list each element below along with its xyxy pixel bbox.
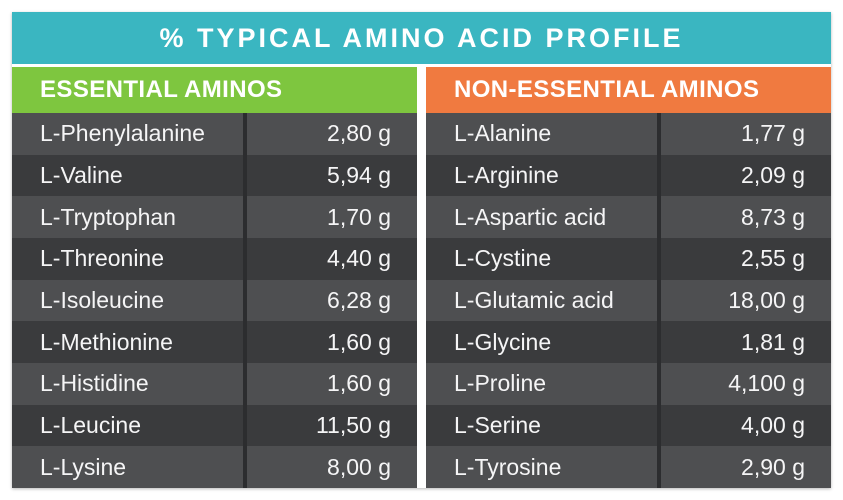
- table-row: L-Valine 5,94 g: [12, 154, 417, 197]
- amino-value: 8,00 g: [242, 446, 417, 489]
- table-row: L-Isoleucine 6,28 g: [12, 279, 417, 322]
- non-essential-aminos-rows: L-Alanine 1,77 g L-Arginine 2,09 g L-Asparti…: [426, 113, 831, 489]
- amino-name: L-Phenylalanine: [40, 120, 205, 147]
- amino-name: L-Methionine: [40, 328, 173, 355]
- amino-name: L-Leucine: [40, 412, 142, 439]
- amino-name: L-Threonine: [40, 245, 165, 272]
- table-row: L-Lysine 8,00 g: [12, 446, 417, 489]
- amino-value: 1,77 g: [656, 113, 831, 155]
- amino-value: 18,00 g: [656, 279, 831, 322]
- table-row: L-Proline 4,100 g: [426, 363, 831, 405]
- table-row: L-Threonine 4,40 g: [12, 238, 417, 280]
- table-row: L-Tryptophan 1,70 g: [12, 196, 417, 239]
- page-title: % TYPICAL AMINO ACID PROFILE: [159, 22, 684, 53]
- non-essential-aminos-table: NON-ESSENTIAL AMINOS L-Alanine 1,77 g L-Ar…: [426, 67, 831, 489]
- amino-value: 1,70 g: [242, 196, 417, 239]
- amino-name: L-Lysine: [40, 453, 127, 480]
- table-row: L-Tyrosine 2,90 g: [426, 446, 831, 489]
- amino-name: L-Serine: [454, 412, 541, 439]
- table-row: L-Cystine 2,55 g: [426, 238, 831, 280]
- amino-value: 1,81 g: [656, 321, 831, 364]
- amino-name: L-Tyrosine: [454, 453, 562, 480]
- amino-name: L-Alanine: [454, 120, 552, 147]
- essential-aminos-table: ESSENTIAL AMINOS L-Phenylalanine 2,80 g L-…: [12, 67, 417, 489]
- amino-value: 8,73 g: [656, 196, 831, 239]
- amino-acid-profile-card: % TYPICAL AMINO ACID PROFILE ESSENTIAL A…: [12, 12, 831, 489]
- table-row: L-Phenylalanine 2,80 g: [12, 113, 417, 155]
- amino-value: 2,55 g: [656, 238, 831, 280]
- table-row: L-Glycine 1,81 g: [426, 321, 831, 364]
- amino-name: L-Glutamic acid: [454, 287, 614, 314]
- table-row: L-Leucine 11,50 g: [12, 404, 417, 447]
- amino-value: 4,00 g: [656, 404, 831, 447]
- amino-value: 2,09 g: [656, 154, 831, 197]
- amino-value: 4,40 g: [242, 238, 417, 280]
- essential-aminos-rows: L-Phenylalanine 2,80 g L-Valine 5,94 g L-Try…: [12, 113, 417, 489]
- table-row: L-Serine 4,00 g: [426, 404, 831, 447]
- amino-name: L-Tryptophan: [40, 203, 176, 230]
- amino-name: L-Arginine: [454, 162, 559, 188]
- amino-name: L-Histidine: [40, 370, 149, 397]
- amino-value: 4,100 g: [656, 363, 831, 405]
- amino-name: L-Valine: [40, 162, 123, 188]
- amino-value: 11,50 g: [242, 404, 417, 447]
- amino-value: 2,80 g: [242, 113, 417, 155]
- table-row: L-Histidine 1,60 g: [12, 363, 417, 405]
- table-row: L-Glutamic acid 18,00 g: [426, 279, 831, 322]
- amino-value: 1,60 g: [242, 363, 417, 405]
- amino-value: 1,60 g: [242, 321, 417, 364]
- amino-name: L-Cystine: [454, 245, 552, 272]
- table-row: L-Methionine 1,60 g: [12, 321, 417, 364]
- amino-name: L-Glycine: [454, 328, 552, 355]
- tables-container: ESSENTIAL AMINOS L-Phenylalanine 2,80 g L-…: [12, 67, 831, 489]
- title-bar: % TYPICAL AMINO ACID PROFILE: [12, 12, 831, 64]
- amino-name: L-Isoleucine: [40, 287, 165, 314]
- table-row: L-Aspartic acid 8,73 g: [426, 196, 831, 239]
- essential-aminos-header: ESSENTIAL AMINOS: [12, 67, 417, 113]
- amino-name: L-Proline: [454, 370, 547, 397]
- table-row: L-Arginine 2,09 g: [426, 154, 831, 197]
- non-essential-aminos-header: NON-ESSENTIAL AMINOS: [426, 67, 831, 113]
- amino-name: L-Aspartic acid: [454, 203, 607, 230]
- amino-value: 5,94 g: [242, 154, 417, 197]
- amino-value: 2,90 g: [656, 446, 831, 489]
- table-row: L-Alanine 1,77 g: [426, 113, 831, 155]
- amino-value: 6,28 g: [242, 279, 417, 322]
